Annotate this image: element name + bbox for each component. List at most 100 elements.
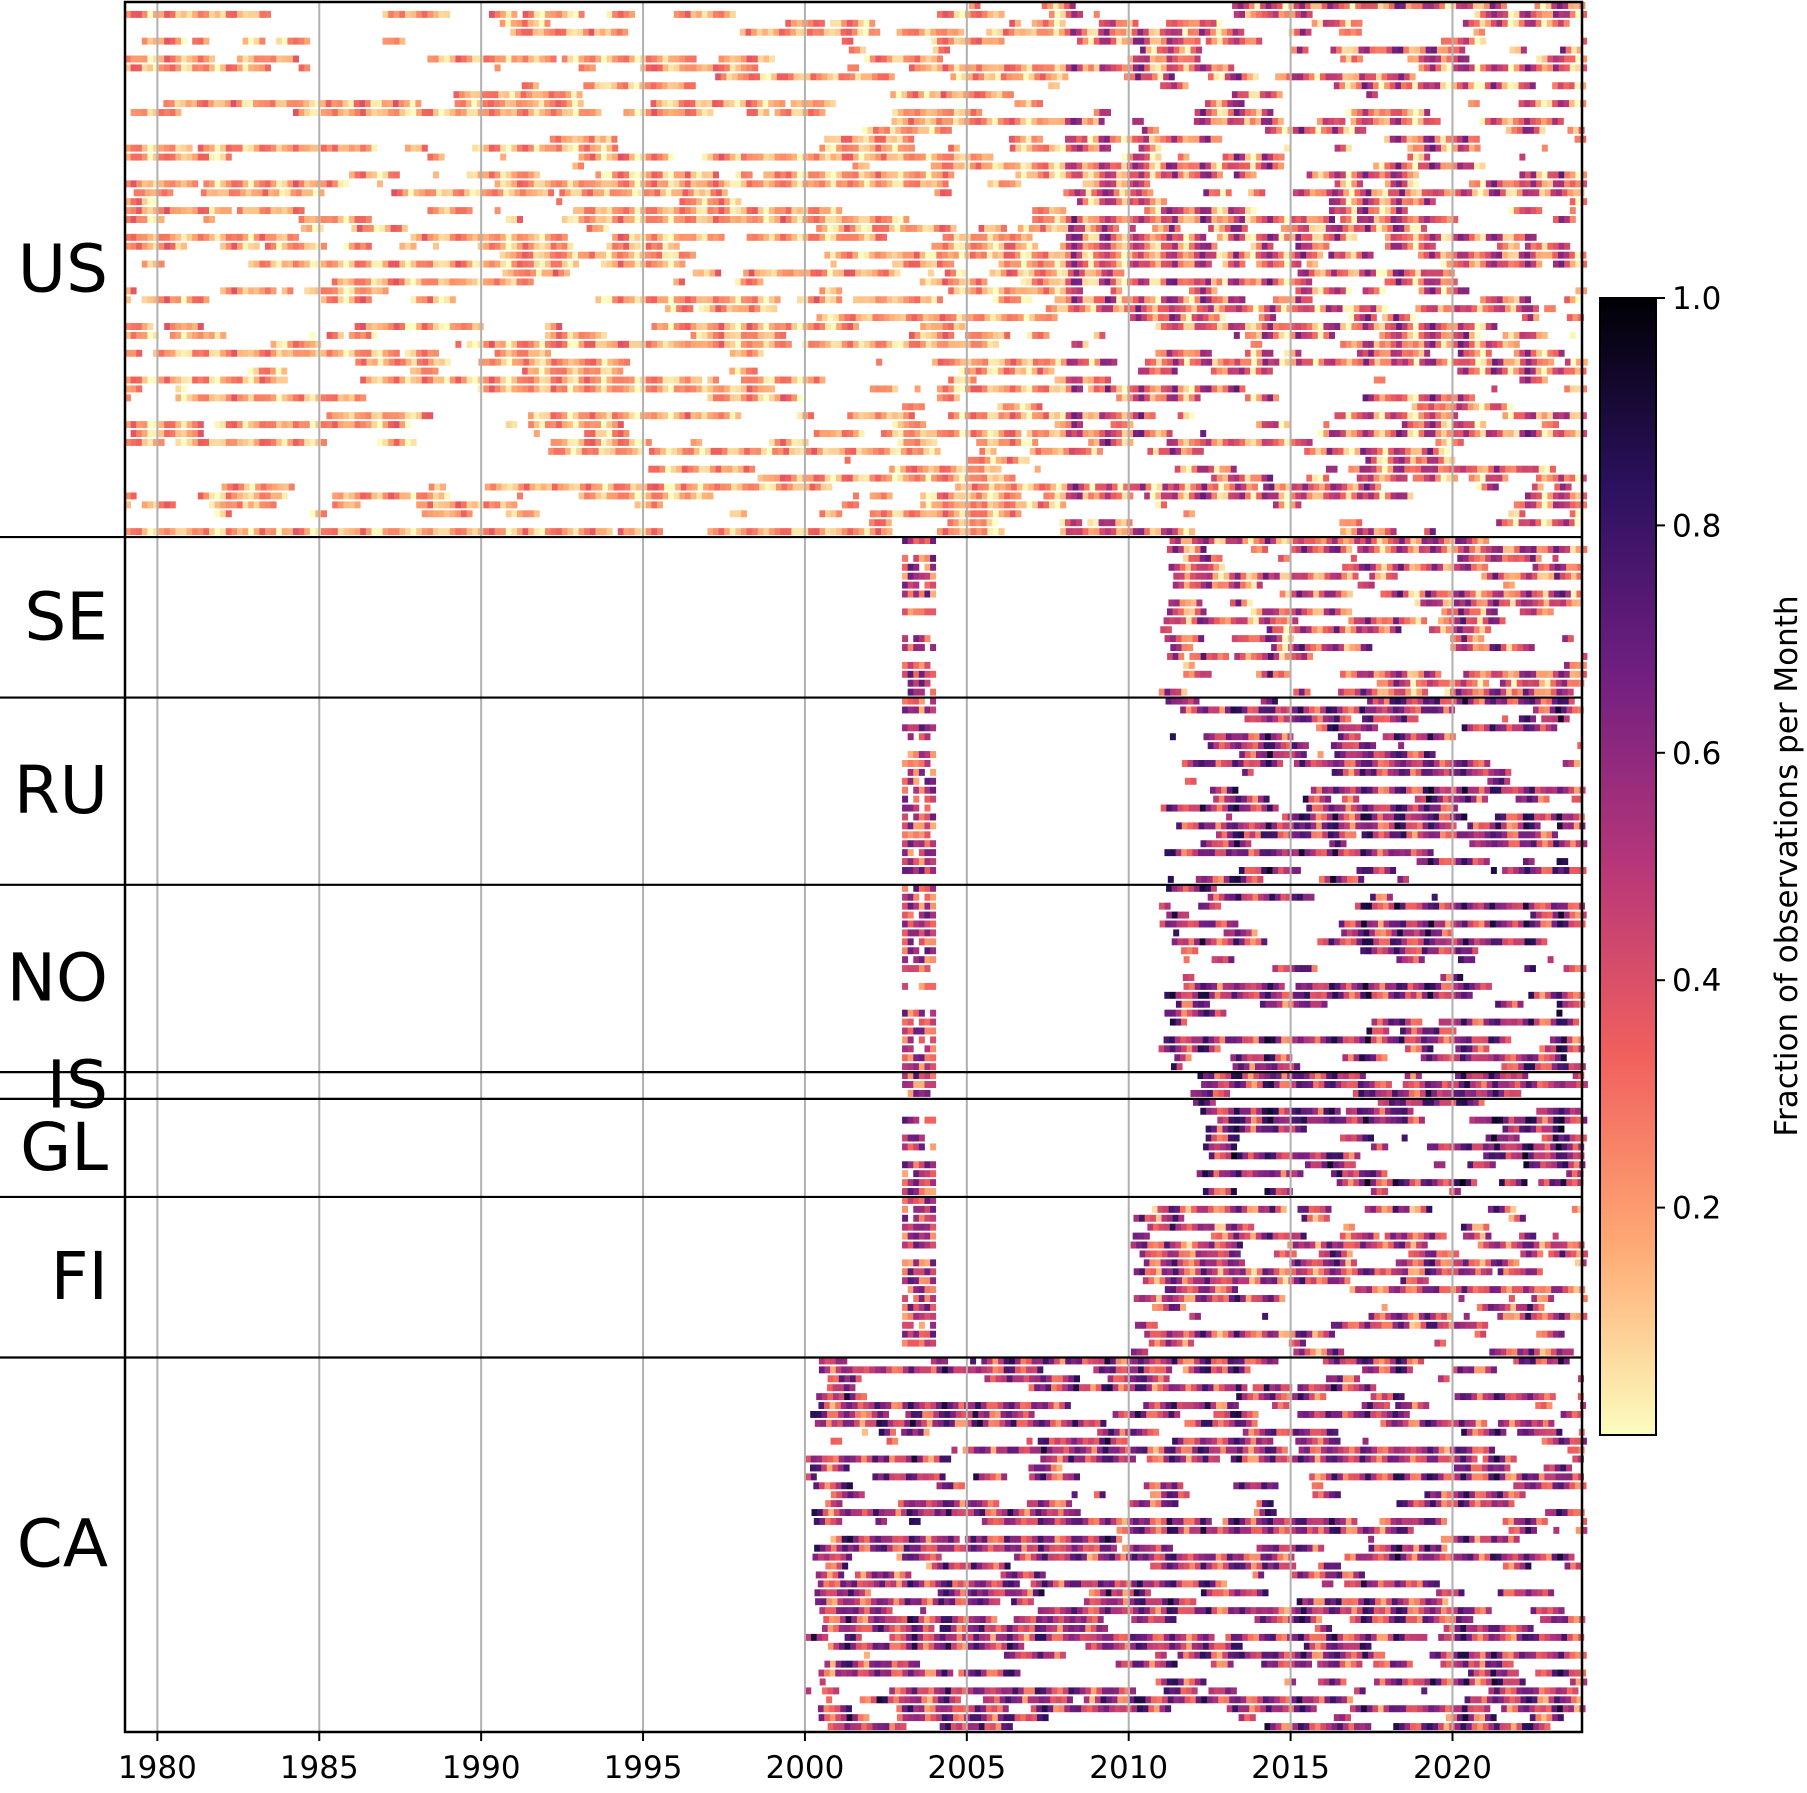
heatmap-cell [1395,162,1402,170]
heatmap-cell [928,314,935,322]
heatmap-cell [164,233,171,241]
heatmap-cell [1491,10,1498,18]
heatmap-cell [1387,73,1394,81]
heatmap-cell [941,28,948,36]
heatmap-cell [838,269,845,277]
heatmap-cell [713,153,719,161]
heatmap-cell [1088,171,1095,179]
heatmap-cell [993,287,999,295]
heatmap-cell [605,82,612,90]
heatmap-cell [1345,251,1352,259]
heatmap-cell [1146,73,1153,81]
heatmap-cell [959,10,966,18]
heatmap-cell [672,100,679,108]
heatmap-cell [1467,2,1474,9]
heatmap-cell [1451,278,1458,286]
heatmap-cell [371,260,378,268]
heatmap-cell [1278,323,1285,330]
heatmap-cell [393,376,400,384]
heatmap-cell [1183,296,1190,304]
heatmap-cell [584,64,591,72]
heatmap-cell [1062,224,1069,232]
heatmap-cell [1413,242,1419,250]
heatmap-cell [1060,207,1067,215]
heatmap-cell [931,323,938,330]
heatmap-cell [175,296,182,304]
heatmap-cell [1381,305,1388,313]
heatmap-cell [1062,305,1069,313]
heatmap-cell [1368,287,1375,295]
heatmap-cell [891,117,898,125]
heatmap-cell [220,376,227,384]
heatmap-cell [1515,46,1522,54]
heatmap-cell [1116,37,1123,45]
heatmap-cell [1323,242,1330,250]
heatmap-cell [1140,73,1147,81]
heatmap-cell [723,100,730,108]
heatmap-cell [1020,367,1027,375]
heatmap-cell [225,242,232,250]
heatmap-cell [1172,64,1179,72]
heatmap-cell [1233,296,1240,304]
heatmap-cell [885,135,892,143]
heatmap-cell [522,242,529,250]
heatmap-cell [253,242,260,250]
heatmap-cell [1457,260,1464,268]
heatmap-cell [242,287,249,295]
heatmap-cell [1098,251,1105,259]
heatmap-cell [214,233,221,241]
heatmap-cell [998,37,1005,45]
heatmap-cell [550,376,557,384]
heatmap-cell [1065,260,1072,268]
heatmap-cell [976,233,983,241]
heatmap-cell [864,340,871,348]
heatmap-cell [1250,242,1257,250]
heatmap-cell [164,296,171,304]
heatmap-cell [881,296,887,304]
heatmap-cell [928,224,935,232]
heatmap-cell [1075,28,1082,36]
heatmap-cell [1110,64,1117,72]
heatmap-cell [1565,46,1572,54]
heatmap-cell [1183,323,1190,330]
heatmap-cell [1256,349,1263,357]
heatmap-cell [992,117,999,125]
heatmap-cell [1552,251,1559,259]
heatmap-cell [1118,269,1125,277]
heatmap-cell [416,109,423,116]
heatmap-cell [293,144,299,152]
heatmap-cell [741,323,747,330]
heatmap-cell [545,323,551,330]
heatmap-cell [589,331,596,339]
heatmap-cell [645,216,652,223]
heatmap-cell [500,153,507,161]
heatmap-cell [1423,135,1430,143]
heatmap-cell [1031,100,1038,108]
heatmap-cell [968,2,975,9]
heatmap-cell [735,55,742,63]
heatmap-cell [1299,2,1306,9]
heatmap-cell [1014,100,1021,108]
heatmap-cell [471,100,478,108]
heatmap-cell [987,233,994,241]
heatmap-cell [793,73,800,81]
heatmap-cell [332,331,339,339]
heatmap-cell [1221,28,1228,36]
heatmap-cell [1200,349,1207,357]
heatmap-cell [237,207,243,215]
heatmap-cell [1422,2,1429,9]
heatmap-cell [1021,242,1027,250]
heatmap-cell [611,367,618,375]
heatmap-cell [1009,144,1016,152]
heatmap-cell [791,207,798,215]
heatmap-cell [927,269,934,277]
heatmap-cell [877,73,884,81]
heatmap-cell [1370,269,1377,277]
heatmap-cell [1407,180,1414,188]
heatmap-cell [808,376,815,384]
heatmap-cell [668,153,675,161]
heatmap-cell [528,233,535,241]
heatmap-cell [1194,64,1201,72]
heatmap-cell [578,55,585,63]
heatmap-cell [449,260,456,268]
